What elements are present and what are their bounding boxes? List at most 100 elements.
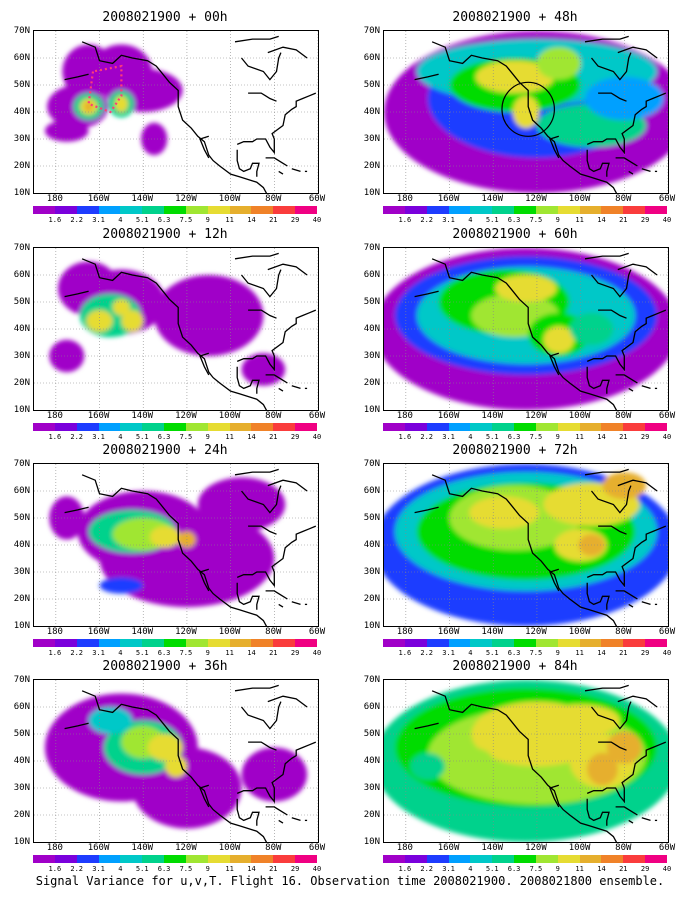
- map-panel: 2008021900 + 60h 70N 60N 50N 40N 30N 20N 10N 180…: [350, 227, 680, 442]
- colorbar-swatch: [404, 639, 427, 647]
- map-canvas: [34, 464, 318, 626]
- coastline: [586, 582, 610, 610]
- colorbar-swatch: [76, 639, 99, 647]
- colorbar-tick-label: 14: [597, 865, 606, 873]
- coastline: [267, 46, 308, 59]
- colorbar-tick-label: 1.6: [398, 649, 412, 657]
- variance-contour: [584, 76, 664, 121]
- longitude-label: 160W: [87, 194, 110, 204]
- coastline: [236, 741, 317, 804]
- colorbar-labels: 1.6 2.2 3.1 4 5.1 6.3 7.5 9 11 14 21 29 40: [383, 649, 672, 659]
- coastline: [240, 485, 282, 514]
- map-panel: 2008021900 + 72h 70N 60N 50N 40N 30N 20N 10N 180…: [350, 443, 680, 658]
- colorbar-swatch: [98, 423, 121, 431]
- colorbar-swatch: [251, 423, 274, 431]
- colorbar-tick-label: 6.3: [157, 865, 171, 873]
- coastline: [617, 695, 658, 708]
- coastline: [586, 366, 610, 394]
- map-panel: 2008021900 + 36h 70N 60N 50N 40N 30N 20N 10N 180…: [0, 659, 330, 874]
- coastline: [615, 374, 638, 384]
- coastline: [590, 701, 632, 730]
- colorbar-swatch: [185, 639, 208, 647]
- colorbar-tick-label: 7.5: [179, 649, 193, 657]
- coastline: [431, 258, 618, 410]
- coastline: [199, 135, 210, 159]
- variance-map: [33, 247, 319, 411]
- colorbar-swatch: [207, 206, 230, 214]
- map-panel: 2008021900 + 24h 70N 60N 50N 40N 30N 20N 10N 180…: [0, 443, 330, 658]
- coastline: [641, 385, 651, 390]
- map-panel: 2008021900 + 84h 70N 60N 50N 40N 30N 20N 10N 180…: [350, 659, 680, 874]
- coastline: [641, 601, 651, 606]
- coastline: [586, 798, 610, 826]
- coastline: [549, 784, 560, 808]
- coastline: [617, 479, 658, 492]
- latitude-label: 10N: [363, 621, 380, 631]
- coastline: [615, 806, 638, 816]
- colorbar-swatch: [623, 423, 646, 431]
- latitude-label: 60N: [13, 702, 30, 712]
- colorbar-swatch: [535, 639, 558, 647]
- colorbar-tick-label: 11: [225, 216, 234, 224]
- colorbar-swatch: [33, 206, 55, 214]
- colorbar-swatch: [98, 855, 121, 863]
- coastline: [234, 468, 279, 476]
- latitude-label: 10N: [13, 405, 30, 415]
- colorbar-swatch: [295, 206, 317, 214]
- longitude-label: 60W: [658, 627, 676, 637]
- colorbar-labels: 1.6 2.2 3.1 4 5.1 6.3 7.5 9 11 14 21 29 40: [33, 865, 322, 875]
- coastline: [278, 170, 284, 175]
- variance-contour: [49, 496, 85, 540]
- variance-contour: [44, 120, 89, 142]
- panel-title: 2008021900 + 00h: [102, 10, 228, 25]
- colorbar-swatch: [98, 639, 121, 647]
- colorbar: [383, 639, 667, 647]
- colorbar-tick-label: 4: [118, 865, 123, 873]
- verification-region-circle: [501, 81, 556, 137]
- colorbar-swatch: [404, 206, 427, 214]
- colorbar-tick-label: 29: [290, 216, 300, 224]
- coastline: [236, 366, 260, 394]
- latitude-label: 40N: [363, 540, 380, 550]
- colorbar-tick-label: 2.2: [70, 216, 84, 224]
- colorbar-tick-label: 2.2: [70, 865, 84, 873]
- colorbar-swatch: [426, 855, 449, 863]
- colorbar-swatch: [251, 639, 274, 647]
- colorbar-labels: 1.6 2.2 3.1 4 5.1 6.3 7.5 9 11 14 21 29 40: [33, 649, 322, 659]
- colorbar-tick-label: 4: [468, 216, 473, 224]
- longitude-label: 120W: [175, 411, 197, 421]
- latitude-label: 30N: [363, 351, 380, 361]
- colorbar-tick-label: 11: [225, 865, 234, 873]
- longitude-label: 140W: [131, 843, 154, 853]
- colorbar-swatch: [54, 639, 77, 647]
- colorbar-tick-label: 21: [619, 216, 628, 224]
- latitude-label: 60N: [13, 270, 30, 280]
- coastline: [628, 819, 634, 824]
- longitude-label: 100W: [568, 194, 591, 204]
- colorbar-labels: 1.6 2.2 3.1 4 5.1 6.3 7.5 9 11 14 21 29 40: [33, 216, 322, 226]
- colorbar-swatch: [514, 206, 536, 214]
- coastline: [617, 263, 658, 276]
- colorbar-swatch: [33, 855, 55, 863]
- panel-title: 2008021900 + 72h: [452, 443, 578, 458]
- colorbar-swatch: [120, 855, 143, 863]
- variance-contour: [121, 310, 144, 332]
- longitude-label: 60W: [308, 194, 326, 204]
- colorbar-tick-label: 5.1: [135, 433, 149, 441]
- coastline: [64, 73, 89, 81]
- colorbar-tick-label: 11: [575, 433, 584, 441]
- colorbar-swatch: [229, 206, 252, 214]
- latitude-label: 10N: [13, 188, 30, 198]
- colorbar-tick-label: 2.2: [70, 433, 84, 441]
- colorbar-tick-label: 7.5: [179, 865, 193, 873]
- latitude-label: 40N: [13, 324, 30, 334]
- colorbar-tick-label: 7.5: [529, 433, 543, 441]
- coastline: [586, 741, 667, 804]
- colorbar-tick-label: 14: [247, 649, 256, 657]
- latitude-label: 40N: [13, 756, 30, 766]
- latitude-label: 20N: [13, 810, 30, 820]
- longitude-label: 140W: [481, 194, 504, 204]
- colorbar-swatch: [383, 206, 405, 214]
- coastline: [199, 352, 210, 376]
- longitude-label: 60W: [658, 411, 676, 421]
